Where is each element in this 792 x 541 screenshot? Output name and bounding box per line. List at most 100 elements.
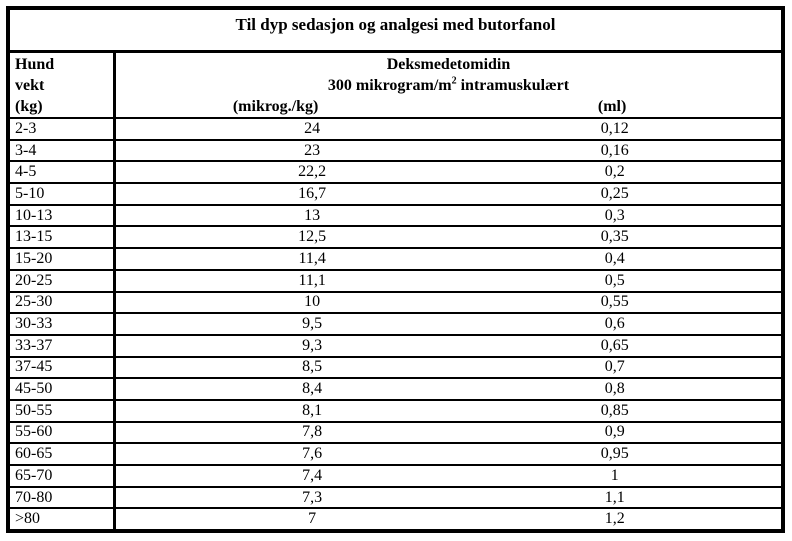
dose-cell: 22,2 0,2 (116, 162, 781, 182)
dose-desc-superscript: 2 (451, 75, 457, 87)
ml-value: 0,7 (604, 358, 625, 376)
dose-cell: 8,4 0,8 (116, 379, 781, 399)
ml-value: 1 (610, 466, 619, 484)
table-row: 65-70 7,4 1 (10, 466, 781, 488)
dose-value: 22,2 (298, 163, 327, 181)
table-row: >80 7 1,2 (10, 509, 781, 530)
weight-cell: 3-4 (10, 140, 116, 161)
dose-cell: 7,8 0,9 (116, 423, 781, 443)
table-row: 50-55 8,1 0,85 (10, 400, 781, 423)
ml-value: 0,35 (600, 228, 629, 246)
weight-cell: 13-15 (10, 227, 116, 248)
dose-unit-label: (mikrog./kg) (232, 98, 319, 115)
weight-cell: 5-10 (10, 184, 116, 204)
table-body: 2-3 24 0,12 3-4 23 0,16 4-5 22,2 0,2 5-1… (10, 119, 781, 530)
dose-cell: 24 0,12 (116, 119, 781, 139)
ml-value: 0,4 (604, 249, 625, 267)
ml-value: 0,6 (604, 315, 625, 333)
dose-cell: 13 0,3 (116, 206, 781, 226)
dose-value: 9,3 (302, 336, 323, 354)
ml-value: 0,5 (604, 271, 625, 289)
dose-value: 11,1 (298, 271, 326, 289)
ml-unit-label: (ml) (597, 98, 627, 115)
dose-value: 7,4 (302, 466, 323, 484)
ml-value: 0,16 (600, 141, 629, 159)
table-row: 60-65 7,6 0,95 (10, 444, 781, 466)
weight-cell: 10-13 (10, 205, 116, 226)
ml-value: 0,95 (600, 445, 629, 463)
dose-cell: 8,5 0,7 (116, 358, 781, 378)
weight-cell: 60-65 (10, 444, 116, 464)
weight-cell: 50-55 (10, 400, 116, 421)
dose-desc-pre: 300 mikrogram/m (327, 77, 452, 94)
dose-value: 9,5 (302, 315, 323, 333)
table-row: 20-25 11,1 0,5 (10, 270, 781, 293)
table-title: Til dyp sedasjon og analgesi med butorfa… (10, 10, 781, 53)
dosage-table: Til dyp sedasjon og analgesi med butorfa… (6, 6, 785, 533)
weight-cell: 4-5 (10, 162, 116, 183)
dose-value: 11,4 (298, 249, 326, 267)
weight-cell: 30-33 (10, 314, 116, 334)
table-row: 4-5 22,2 0,2 (10, 162, 781, 185)
dose-value: 7,3 (302, 488, 323, 506)
weight-cell: 33-37 (10, 335, 116, 356)
dose-desc-post: intramuskulært (456, 77, 570, 94)
ml-value: 0,65 (600, 336, 629, 354)
weight-cell: 70-80 (10, 487, 116, 508)
weight-column-header: Hund vekt (kg) (10, 53, 116, 117)
dose-cell: 12,5 0,35 (116, 227, 781, 247)
dose-cell: 11,1 0,5 (116, 271, 781, 291)
drug-dose-description: 300 mikrogram/m2 intramuskulært (116, 75, 781, 96)
weight-cell: 45-50 (10, 379, 116, 399)
dose-value: 7,6 (302, 445, 323, 463)
ml-value: 1,2 (604, 510, 625, 528)
ml-value: 0,55 (600, 293, 629, 311)
weight-cell: 15-20 (10, 249, 116, 269)
dose-cell: 9,3 0,65 (116, 336, 781, 356)
dose-cell: 7,6 0,95 (116, 444, 781, 464)
dose-value: 7 (308, 510, 317, 528)
table-row: 70-80 7,3 1,1 (10, 487, 781, 510)
dose-cell: 9,5 0,6 (116, 314, 781, 334)
dose-cell: 16,7 0,25 (116, 184, 781, 204)
table-row: 33-37 9,3 0,65 (10, 335, 781, 358)
dose-cell: 7,3 1,1 (116, 488, 781, 508)
drug-column-header: Deksmedetomidin 300 mikrogram/m2 intramu… (116, 53, 781, 117)
drug-name: Deksmedetomidin (386, 56, 511, 73)
weight-cell: 65-70 (10, 466, 116, 486)
ml-value: 0,25 (600, 184, 629, 202)
ml-value: 1,1 (604, 488, 625, 506)
table-row: 45-50 8,4 0,8 (10, 379, 781, 401)
ml-value: 0,2 (604, 163, 625, 181)
weight-cell: >80 (10, 509, 116, 530)
table-header: Hund vekt (kg) Deksmedetomidin 300 mikro… (10, 53, 781, 119)
dose-cell: 23 0,16 (116, 141, 781, 161)
ml-value: 0,3 (604, 206, 625, 224)
table-row: 25-30 10 0,55 (10, 292, 781, 315)
dose-value: 10 (304, 293, 321, 311)
table-row: 10-13 13 0,3 (10, 205, 781, 228)
dose-value: 8,5 (302, 358, 323, 376)
ml-value: 0,85 (600, 401, 629, 419)
dose-value: 8,4 (302, 380, 323, 398)
table-row: 3-4 23 0,16 (10, 140, 781, 163)
weight-header-line3: (kg) (15, 98, 43, 115)
dose-cell: 8,1 0,85 (116, 401, 781, 421)
table-row: 37-45 8,5 0,7 (10, 357, 781, 380)
ml-value: 0,8 (604, 380, 625, 398)
ml-value: 0,9 (604, 423, 625, 441)
table-row: 13-15 12,5 0,35 (10, 227, 781, 250)
dose-value: 13 (304, 206, 321, 224)
weight-header-line1: Hund (15, 56, 55, 73)
dose-cell: 10 0,55 (116, 293, 781, 313)
dose-value: 23 (304, 141, 321, 159)
table-row: 55-60 7,8 0,9 (10, 422, 781, 445)
dose-value: 12,5 (298, 228, 327, 246)
table-row: 15-20 11,4 0,4 (10, 249, 781, 271)
unit-labels-row: (mikrog./kg) (ml) (116, 96, 781, 117)
table-row: 5-10 16,7 0,25 (10, 184, 781, 206)
table-row: 30-33 9,5 0,6 (10, 314, 781, 336)
weight-cell: 2-3 (10, 119, 116, 139)
dose-value: 24 (304, 119, 321, 137)
dose-value: 8,1 (302, 401, 323, 419)
